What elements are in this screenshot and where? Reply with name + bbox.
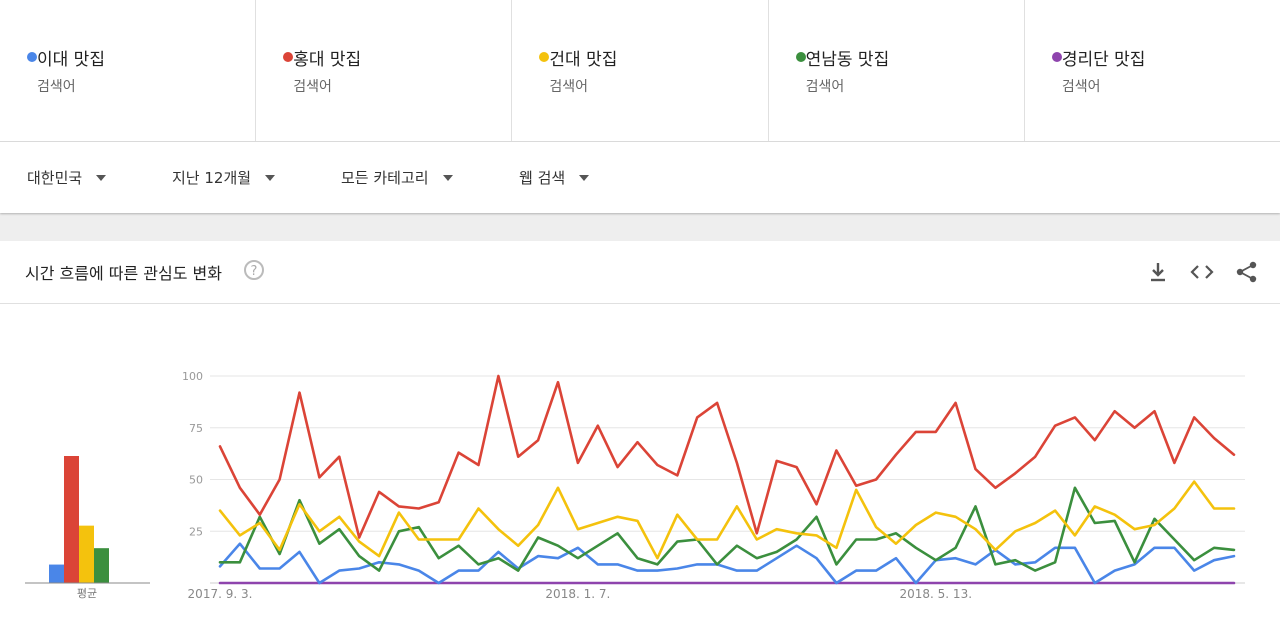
search-term-list: 이대 맛집 검색어 홍대 맛집 검색어 건대 맛집 검색어 연남동 맛집 검색어… (0, 0, 1280, 142)
search-term-type: 검색어 (37, 79, 76, 95)
x-tick-label: 2018. 5. 13. (900, 587, 973, 601)
download-icon[interactable] (1145, 259, 1171, 285)
x-tick-label: 2017. 9. 3. (188, 587, 253, 601)
search-term-type: 검색어 (549, 79, 589, 95)
search-term-type: 검색어 (1061, 79, 1101, 95)
series-color-dot (539, 52, 550, 62)
embed-code-icon[interactable] (1189, 259, 1215, 285)
search-term-name: 홍대 맛집 (293, 50, 362, 70)
average-bar (94, 548, 109, 583)
series-line (218, 542, 1236, 585)
chevron-down-icon (442, 174, 453, 181)
search-term-3[interactable]: 건대 맛집 검색어 (512, 0, 769, 141)
search-term-4[interactable]: 연남동 맛집 검색어 (769, 0, 1025, 141)
gridlines (210, 375, 1245, 584)
y-tick-label: 50 (189, 474, 203, 487)
search-term-name: 경리단 맛집 (1061, 50, 1146, 70)
search-term-2[interactable]: 홍대 맛집 검색어 (256, 0, 513, 141)
interest-over-time-card: 시간 흐름에 따른 관심도 변화 ? 평균 25 50 75 100 2017. 9.… (0, 241, 1280, 631)
share-icon[interactable] (1234, 259, 1260, 285)
series-color-dot (27, 52, 37, 62)
category-dropdown[interactable]: 모든 카테고리 (341, 142, 453, 213)
period-dropdown[interactable]: 지난 12개월 (172, 142, 276, 213)
chart-title: 시간 흐름에 따른 관심도 변화 (25, 264, 222, 283)
chevron-down-icon (96, 174, 107, 181)
search-type-label: 웹 검색 (519, 169, 566, 187)
chevron-down-icon (265, 174, 276, 181)
search-term-type: 검색어 (293, 79, 332, 95)
average-bar (79, 525, 94, 583)
average-bars (25, 456, 150, 584)
interest-chart: 평균 25 50 75 100 2017. 9. 3. 2018. 1. 7. 2018.… (25, 370, 1245, 601)
y-tick-label: 75 (189, 422, 203, 435)
y-tick-label: 25 (189, 525, 203, 538)
series-lines (218, 374, 1236, 585)
chevron-down-icon (579, 174, 590, 181)
filter-bar: 대한민국 지난 12개월 모든 카테고리 웹 검색 (0, 142, 1280, 213)
search-term-5[interactable]: 경리단 맛집 검색어 (1025, 0, 1280, 141)
search-term-name: 이대 맛집 (37, 50, 105, 70)
average-bar (49, 564, 64, 583)
search-term-1[interactable]: 이대 맛집 검색어 (0, 0, 257, 141)
y-axis-ticks: 25 50 75 100 (182, 370, 203, 538)
search-term-name: 건대 맛집 (549, 50, 618, 70)
series-color-dot (283, 52, 294, 62)
search-term-type: 검색어 (805, 79, 845, 95)
region-label: 대한민국 (27, 169, 83, 187)
region-dropdown[interactable]: 대한민국 (27, 142, 107, 213)
period-label: 지난 12개월 (172, 169, 252, 187)
y-tick-label: 100 (182, 370, 203, 383)
x-tick-label: 2018. 1. 7. (545, 587, 610, 601)
series-color-dot (1051, 52, 1062, 62)
series-line (218, 480, 1236, 560)
chart-header: 시간 흐름에 따른 관심도 변화 ? (0, 241, 1280, 304)
average-label: 평균 (77, 587, 97, 600)
series-color-dot (795, 52, 806, 62)
search-terms-card: 이대 맛집 검색어 홍대 맛집 검색어 건대 맛집 검색어 연남동 맛집 검색어… (0, 0, 1280, 213)
help-icon[interactable]: ? (244, 260, 264, 280)
category-label: 모든 카테고리 (341, 169, 429, 187)
search-term-name: 연남동 맛집 (805, 50, 890, 70)
average-bar (64, 456, 79, 583)
series-line (218, 374, 1236, 539)
x-axis-ticks: 2017. 9. 3. 2018. 1. 7. 2018. 5. 13. (188, 587, 972, 601)
search-type-dropdown[interactable]: 웹 검색 (519, 142, 590, 213)
